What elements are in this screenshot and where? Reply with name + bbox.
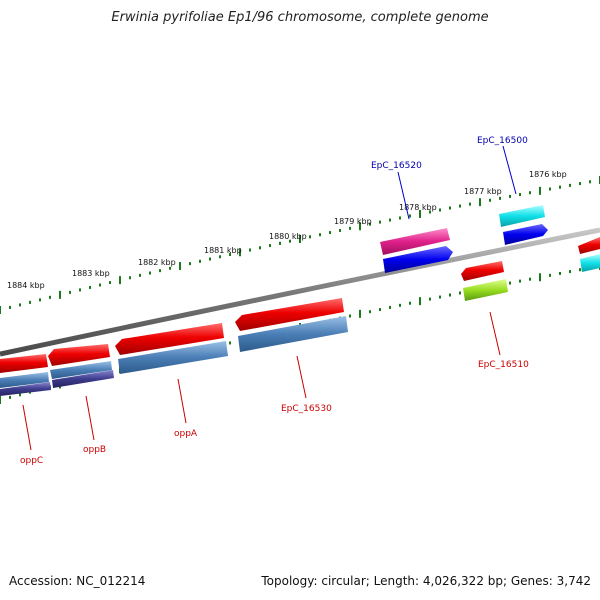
tick-label-1881: 1881 kbp [204, 246, 242, 255]
gene-oppa-steel[interactable] [118, 341, 228, 374]
gene-label-oppb[interactable]: oppB [83, 445, 106, 455]
leader-epc16500 [502, 145, 517, 195]
gene-right-edge-cyan[interactable] [580, 254, 600, 272]
leader-oppc [22, 404, 32, 451]
map-title: Erwinia pyrifoliae Ep1/96 chromosome, co… [111, 10, 489, 25]
gene-epc16520-magenta[interactable] [380, 228, 450, 255]
tick-label-1878: 1878 kbp [399, 203, 437, 212]
chromosome-backbone [0, 227, 600, 357]
gene-oppb-slate[interactable] [52, 370, 114, 388]
gene-label-epc16510[interactable]: EpC_16510 [478, 360, 529, 370]
gene-epc16500-blue[interactable] [503, 224, 548, 245]
leader-oppa [177, 378, 187, 424]
tick-label-1884: 1884 kbp [7, 281, 45, 290]
gene-label-epc16530[interactable]: EpC_16530 [281, 404, 332, 414]
gene-epc16530-steel[interactable] [238, 316, 348, 352]
gene-right-edge-red[interactable] [578, 237, 600, 254]
gene-label-epc16520[interactable]: EpC_16520 [371, 161, 422, 171]
tick-label-1879: 1879 kbp [334, 217, 372, 226]
tick-label-1876: 1876 kbp [529, 170, 567, 179]
genome-summary-text: Topology: circular; Length: 4,026,322 bp… [261, 574, 591, 588]
gene-epc16500-cyan[interactable] [499, 205, 545, 227]
gene-epc16510-red[interactable] [461, 261, 504, 281]
gene-oppc-steel[interactable] [0, 372, 49, 388]
gene-label-oppc[interactable]: oppC [20, 456, 43, 466]
gene-epc16520-blue[interactable] [383, 246, 453, 273]
leader-oppb [85, 395, 95, 441]
tick-label-1880: 1880 kbp [269, 232, 307, 241]
leader-epc16530 [296, 355, 307, 399]
gene-oppc-slate[interactable] [0, 382, 51, 396]
gene-oppa-red[interactable] [115, 323, 224, 355]
leader-epc16520 [397, 171, 410, 220]
gene-oppb-steel[interactable] [50, 361, 112, 379]
tick-label-1883: 1883 kbp [72, 269, 110, 278]
outer-tick-ring [0, 176, 600, 314]
gene-epc16530-red[interactable] [235, 298, 344, 331]
gene-epc16510-lime[interactable] [463, 279, 508, 301]
gene-label-oppa[interactable]: oppA [174, 429, 198, 439]
leader-epc16510 [489, 311, 501, 356]
accession-text: Accession: NC_012214 [9, 574, 146, 588]
tick-label-1882: 1882 kbp [138, 258, 176, 267]
gene-oppb-red[interactable] [48, 344, 110, 366]
tick-label-1877: 1877 kbp [464, 187, 502, 196]
gene-oppc-red[interactable] [0, 354, 48, 373]
gene-label-epc16500[interactable]: EpC_16500 [477, 136, 528, 146]
